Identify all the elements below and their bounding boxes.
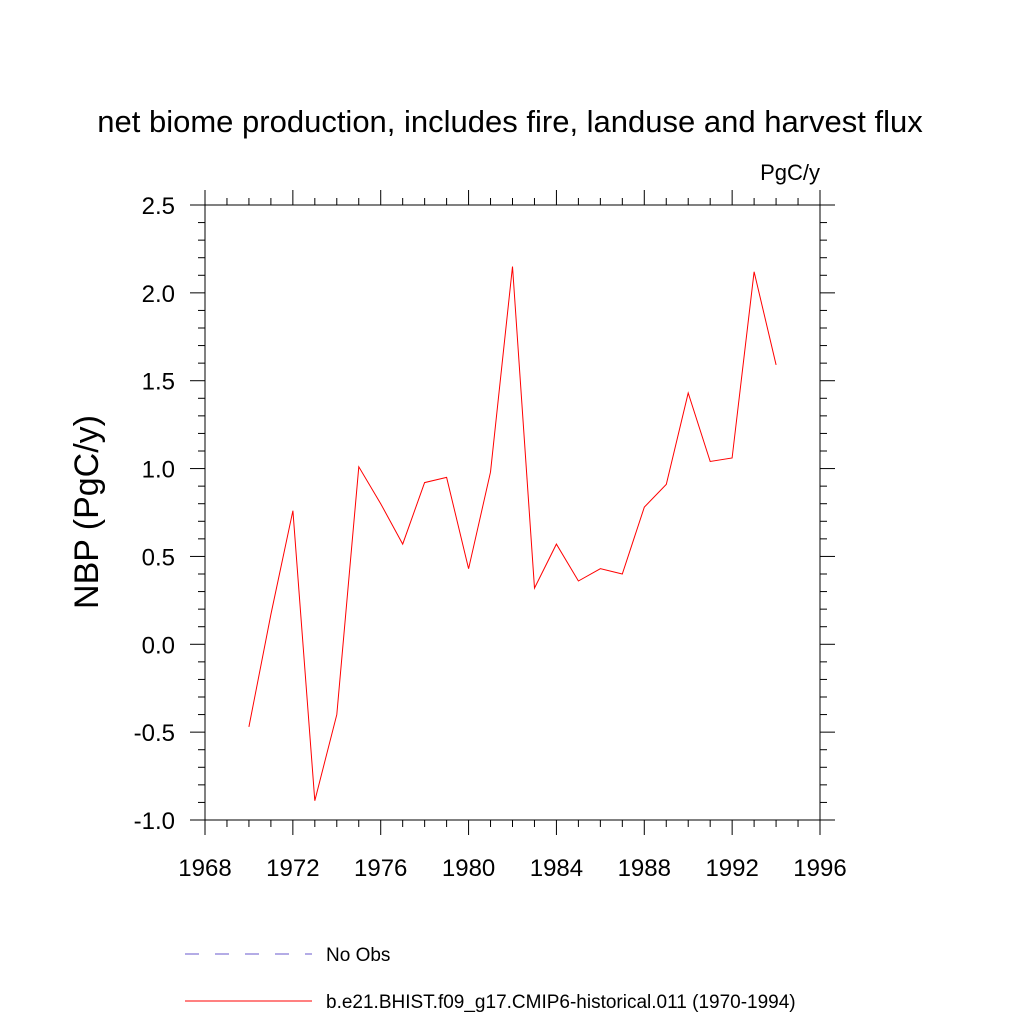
data-point	[555, 543, 558, 546]
x-tick-label: 1984	[530, 855, 583, 882]
y-tick-label: 2.0	[142, 281, 175, 308]
data-point	[665, 483, 668, 486]
data-point	[445, 476, 448, 479]
x-tick-label: 1980	[442, 855, 495, 882]
x-tick-label: 1988	[618, 855, 671, 882]
series-layer	[247, 265, 778, 802]
data-point	[313, 799, 316, 802]
legend-label-1: No Obs	[326, 945, 390, 966]
y-tick-label: 2.5	[142, 193, 175, 220]
data-point	[467, 567, 470, 570]
data-point	[357, 465, 360, 468]
data-point	[423, 481, 426, 484]
data-point	[511, 265, 514, 268]
legend: No Obs b.e21.BHIST.f09_g17.CMIP6-historic…	[185, 945, 796, 1013]
data-point	[731, 457, 734, 460]
data-point	[775, 363, 778, 366]
x-tick-label: 1996	[793, 855, 846, 882]
data-point	[247, 725, 250, 728]
plot-frame	[204, 204, 821, 821]
data-point	[621, 573, 624, 576]
data-point	[533, 587, 536, 590]
y-tick-label: 0.5	[142, 544, 175, 571]
x-tick-label: 1992	[705, 855, 758, 882]
data-point	[599, 567, 602, 570]
y-tick-label: -1.0	[134, 808, 175, 835]
y-axis-label: NBP (PgC/y)	[68, 415, 106, 609]
y-tick-label: 0.0	[142, 632, 175, 659]
data-point	[291, 509, 294, 512]
axes: 1968 1972 1976 1980 1984 1988 1992 1996 -1.0 -0.5…	[134, 190, 847, 882]
y-tick-label: -0.5	[134, 720, 175, 747]
data-point	[489, 471, 492, 474]
series-line-0	[248, 266, 777, 801]
data-point	[401, 543, 404, 546]
data-point	[379, 502, 382, 505]
y-tick-label: 1.5	[142, 369, 175, 396]
data-point	[753, 270, 756, 273]
data-point	[335, 713, 338, 716]
x-tick-label: 1972	[266, 855, 319, 882]
data-point	[269, 613, 272, 616]
units-label: PgC/y	[760, 160, 820, 185]
chart-title: net biome production, includes fire, lan…	[97, 104, 923, 139]
x-tick-label: 1968	[178, 855, 231, 882]
data-point	[709, 460, 712, 463]
legend-label-0: b.e21.BHIST.f09_g17.CMIP6-historical.011…	[326, 992, 796, 1013]
data-point	[687, 392, 690, 395]
y-tick-label: 1.0	[142, 457, 175, 484]
data-point	[643, 506, 646, 509]
x-tick-label: 1976	[354, 855, 407, 882]
data-point	[577, 580, 580, 583]
